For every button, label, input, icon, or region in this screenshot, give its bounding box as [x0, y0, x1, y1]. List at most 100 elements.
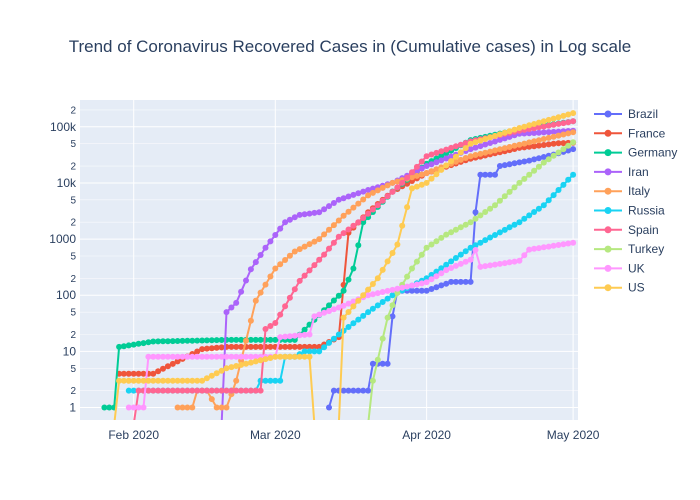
data-point[interactable] [404, 273, 411, 280]
data-point[interactable] [330, 306, 337, 313]
data-point[interactable] [565, 130, 572, 137]
data-point[interactable] [443, 155, 450, 162]
data-point[interactable] [462, 140, 469, 146]
data-point[interactable] [223, 365, 230, 372]
data-point[interactable] [345, 208, 352, 215]
data-point[interactable] [218, 337, 225, 343]
data-point[interactable] [189, 337, 196, 344]
data-point[interactable] [501, 226, 508, 233]
data-point[interactable] [531, 121, 538, 127]
data-point[interactable] [457, 224, 464, 231]
data-point[interactable] [277, 311, 284, 318]
data-point[interactable] [521, 252, 528, 259]
data-point[interactable] [448, 153, 455, 160]
data-point[interactable] [477, 150, 484, 157]
data-point[interactable] [311, 238, 318, 245]
legend-item-iran[interactable]: Iran [594, 165, 649, 179]
data-point[interactable] [492, 132, 498, 139]
data-point[interactable] [365, 309, 372, 316]
data-point[interactable] [428, 161, 435, 168]
data-point[interactable] [438, 166, 445, 173]
data-point[interactable] [350, 320, 357, 327]
data-point[interactable] [384, 314, 391, 321]
data-point[interactable] [169, 353, 176, 360]
data-point[interactable] [277, 261, 284, 268]
data-point[interactable] [423, 279, 430, 286]
data-point[interactable] [277, 377, 284, 384]
data-point[interactable] [462, 258, 469, 265]
data-point[interactable] [374, 187, 381, 194]
legend[interactable]: Brazil France Germany Iran Italy Russia Spain T… [594, 107, 677, 295]
data-point[interactable] [360, 387, 367, 394]
data-point[interactable] [369, 377, 376, 384]
legend-item-france[interactable]: France [594, 126, 666, 140]
data-point[interactable] [262, 377, 269, 384]
data-point[interactable] [116, 343, 123, 350]
data-point[interactable] [155, 368, 162, 375]
data-point[interactable] [345, 324, 352, 330]
data-point[interactable] [531, 138, 538, 145]
data-point[interactable] [345, 300, 352, 307]
data-point[interactable] [316, 343, 323, 350]
data-point[interactable] [164, 387, 171, 394]
data-point[interactable] [291, 286, 298, 293]
data-point[interactable] [257, 387, 264, 394]
data-point[interactable] [169, 377, 176, 384]
data-point[interactable] [540, 154, 547, 160]
data-point[interactable] [301, 243, 308, 250]
data-point[interactable] [467, 256, 474, 263]
data-point[interactable] [247, 336, 254, 343]
data-point[interactable] [262, 244, 269, 251]
data-point[interactable] [247, 359, 254, 366]
data-point[interactable] [306, 343, 313, 350]
data-point[interactable] [262, 281, 269, 288]
data-point[interactable] [311, 209, 318, 216]
data-point[interactable] [472, 139, 479, 146]
data-point[interactable] [208, 337, 215, 344]
data-point[interactable] [169, 387, 176, 394]
data-point[interactable] [550, 128, 557, 135]
data-point[interactable] [233, 353, 240, 360]
data-point[interactable] [301, 331, 308, 338]
data-point[interactable] [155, 338, 162, 345]
data-point[interactable] [531, 130, 538, 136]
data-point[interactable] [321, 231, 328, 238]
data-point[interactable] [238, 343, 245, 350]
data-point[interactable] [570, 239, 577, 246]
data-point[interactable] [545, 129, 552, 136]
data-point[interactable] [135, 340, 142, 347]
data-point[interactable] [535, 142, 542, 149]
data-point[interactable] [379, 266, 386, 273]
data-point[interactable] [272, 377, 279, 384]
data-point[interactable] [247, 317, 254, 324]
data-point[interactable] [291, 214, 298, 221]
data-point[interactable] [560, 181, 567, 188]
data-point[interactable] [526, 139, 533, 146]
data-point[interactable] [428, 241, 435, 248]
data-point[interactable] [535, 205, 542, 212]
data-point[interactable] [160, 353, 166, 360]
data-point[interactable] [565, 147, 572, 154]
data-point[interactable] [492, 138, 498, 145]
data-point[interactable] [472, 242, 479, 249]
data-point[interactable] [482, 171, 489, 178]
series-uk[interactable] [125, 239, 577, 411]
data-point[interactable] [418, 171, 425, 178]
data-point[interactable] [208, 387, 215, 394]
legend-item-us[interactable]: US [594, 281, 645, 295]
data-point[interactable] [404, 283, 411, 290]
data-point[interactable] [326, 308, 332, 315]
data-point[interactable] [399, 222, 406, 229]
data-point[interactable] [394, 178, 401, 185]
data-point[interactable] [223, 404, 230, 411]
data-point[interactable] [194, 377, 201, 384]
data-point[interactable] [321, 309, 328, 316]
data-point[interactable] [428, 175, 435, 182]
data-point[interactable] [145, 377, 152, 384]
data-point[interactable] [389, 188, 396, 195]
data-point[interactable] [526, 246, 533, 253]
data-point[interactable] [565, 176, 572, 183]
data-point[interactable] [506, 188, 513, 195]
data-point[interactable] [296, 277, 303, 284]
data-point[interactable] [535, 119, 542, 126]
